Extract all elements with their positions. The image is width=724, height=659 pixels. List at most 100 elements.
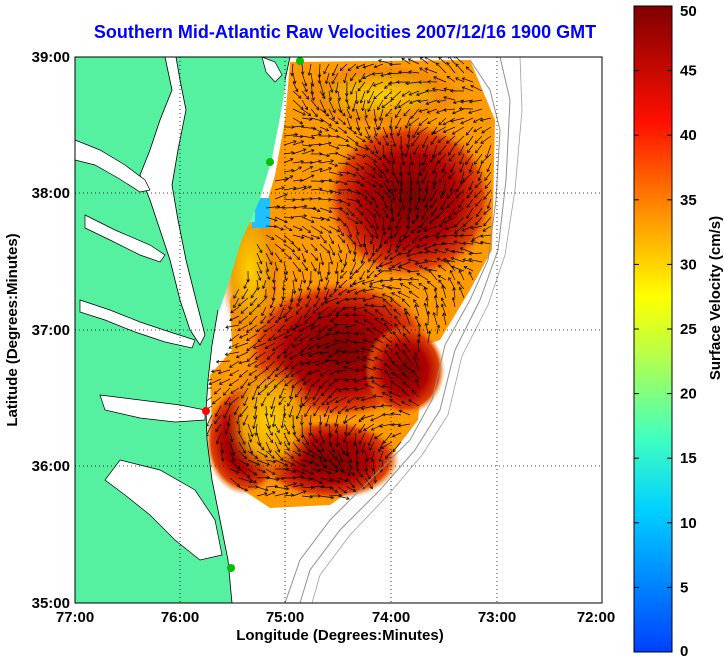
velocity-arrow-head — [378, 448, 382, 453]
velocity-arrow-head — [405, 81, 409, 86]
velocity-arrow-head — [266, 462, 271, 466]
velocity-arrow — [353, 341, 366, 344]
velocity-arrow-head — [359, 220, 363, 225]
velocity-arrow-head — [414, 315, 419, 320]
velocity-arrow-head — [465, 132, 470, 136]
velocity-arrow-head — [290, 365, 295, 370]
velocity-arrow — [319, 189, 333, 193]
velocity-arrow — [319, 117, 332, 127]
velocity-arrow — [238, 477, 253, 483]
velocity-arrow — [239, 333, 249, 339]
velocity-arrow-head — [432, 130, 437, 135]
velocity-arrow-head — [450, 119, 454, 123]
velocity-arrow — [265, 477, 279, 481]
velocity-arrow — [350, 72, 357, 81]
velocity-arrow-head — [336, 369, 341, 374]
velocity-arrow — [328, 252, 333, 265]
velocity-arrow-head — [395, 343, 399, 347]
velocity-arrow-head — [328, 97, 333, 101]
velocity-arrow-head — [453, 240, 458, 244]
velocity-arrow — [337, 468, 351, 476]
velocity-arrow-head — [229, 338, 233, 342]
velocity-arrow-head — [380, 73, 384, 78]
velocity-arrow-head — [369, 446, 373, 451]
velocity-arrow — [325, 270, 330, 281]
velocity-arrow — [413, 144, 420, 155]
velocity-arrow-head — [397, 291, 402, 295]
velocity-arrow — [257, 297, 267, 308]
velocity-arrow — [328, 351, 339, 358]
velocity-arrow — [415, 379, 420, 389]
velocity-arrow-head — [448, 152, 452, 156]
velocity-arrow — [350, 261, 357, 275]
velocity-arrow-head — [408, 208, 413, 212]
velocity-arrow-head — [249, 479, 253, 484]
velocity-arrow — [301, 117, 312, 120]
velocity-arrow-head — [302, 279, 307, 284]
velocity-arrow-head — [248, 311, 253, 315]
velocity-arrow-head — [367, 135, 371, 139]
velocity-arrow — [427, 311, 429, 326]
velocity-arrow — [310, 188, 323, 191]
velocity-arrow — [441, 180, 447, 195]
velocity-arrow — [328, 90, 331, 101]
velocity-arrow-head — [264, 492, 268, 496]
velocity-arrow — [361, 405, 375, 410]
velocity-arrow — [216, 360, 231, 363]
velocity-arrow-head — [213, 420, 218, 425]
velocity-arrow-head — [398, 409, 403, 414]
velocity-arrow-head — [486, 205, 491, 210]
velocity-arrow-head — [412, 239, 416, 244]
velocity-arrow — [328, 99, 336, 113]
velocity-arrow-head — [401, 162, 406, 166]
velocity-arrow — [445, 225, 456, 230]
velocity-arrow-head — [424, 57, 428, 60]
velocity-arrow-head — [427, 330, 432, 334]
velocity-arrow-head — [309, 117, 313, 122]
velocity-arrow-head — [271, 471, 276, 475]
velocity-arrow — [308, 351, 321, 357]
velocity-arrow-head — [242, 441, 246, 445]
velocity-arrow-head — [395, 351, 399, 356]
velocity-arrow-head — [268, 449, 272, 454]
velocity-arrow — [418, 189, 420, 201]
velocity-arrow-head — [285, 366, 289, 370]
velocity-arrow-head — [455, 77, 459, 81]
velocity-arrow — [403, 362, 411, 371]
velocity-arrow-head — [335, 300, 340, 305]
velocity-arrow — [363, 339, 375, 344]
velocity-arrow — [291, 63, 294, 76]
velocity-arrow-head — [321, 440, 326, 444]
velocity-arrow-head — [345, 338, 350, 343]
velocity-arrow-head — [450, 265, 455, 270]
velocity-arrow-head — [391, 218, 395, 223]
velocity-arrow-head — [404, 153, 409, 158]
velocity-arrow — [256, 432, 261, 446]
velocity-arrow-head — [260, 320, 264, 324]
velocity-arrow-head — [237, 327, 241, 332]
velocity-arrow-head — [336, 310, 340, 314]
velocity-arrow — [470, 225, 483, 229]
velocity-arrow — [318, 72, 321, 84]
velocity-arrow — [240, 306, 249, 314]
velocity-arrow — [421, 207, 429, 219]
velocity-arrow-head — [292, 469, 297, 474]
velocity-arrow — [373, 144, 378, 154]
velocity-arrow — [450, 180, 456, 192]
velocity-arrow — [256, 459, 270, 466]
velocity-arrow-head — [267, 425, 271, 429]
velocity-arrow — [318, 306, 330, 315]
velocity-arrow — [416, 171, 420, 185]
velocity-arrow-head — [378, 245, 383, 249]
x-axis-ticks: 77:00 76:00 75:00 74:00 73:00 72:00 — [56, 609, 615, 626]
velocity-arrow-head — [360, 406, 365, 411]
velocity-arrow — [382, 135, 389, 146]
velocity-arrow — [467, 144, 474, 153]
station-marker-south — [227, 564, 235, 572]
velocity-arrow-head — [337, 479, 341, 484]
velocity-arrow-head — [235, 469, 240, 474]
velocity-arrow-head — [361, 347, 365, 351]
velocity-arrow — [355, 468, 363, 478]
velocity-arrow-head — [401, 206, 406, 210]
velocity-arrow — [373, 81, 384, 87]
